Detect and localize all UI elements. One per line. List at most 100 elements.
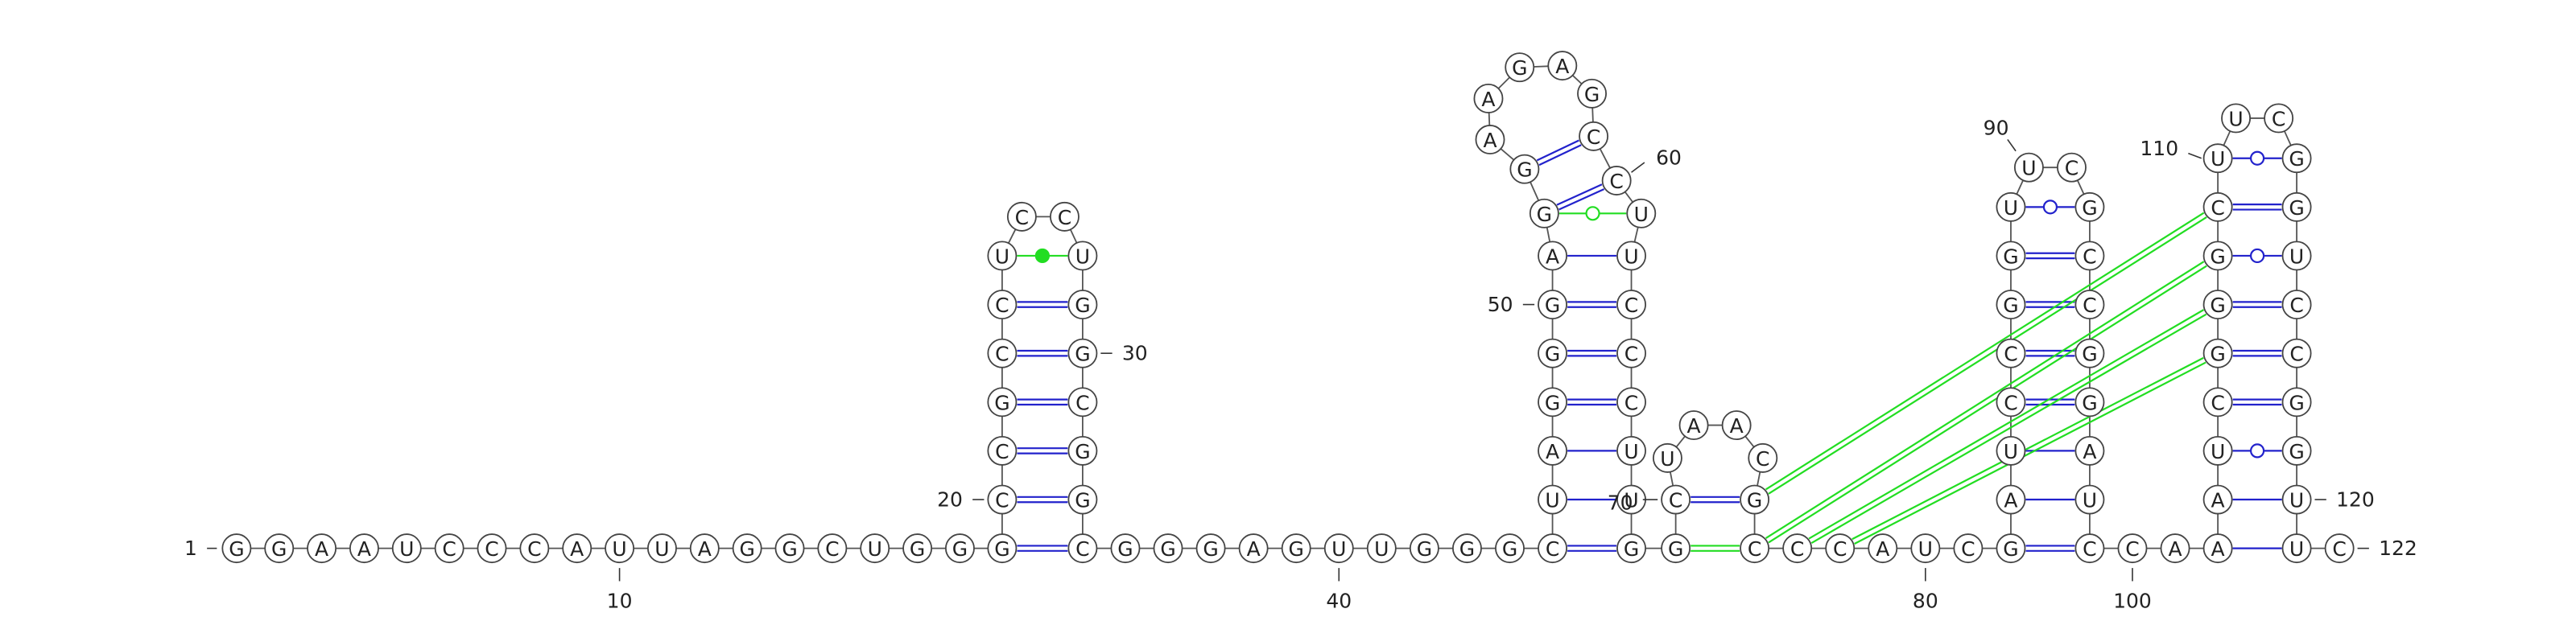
nucleotide-letter: A <box>2211 489 2225 512</box>
backbone-link <box>1571 75 1583 84</box>
nucleotide-circle <box>349 533 379 564</box>
nucleotide-letter: G <box>910 537 925 561</box>
nucleotide-letter: U <box>1634 203 1649 226</box>
nucleotide-circle <box>264 533 295 564</box>
number-label: 30 <box>1122 342 1148 365</box>
backbone-link <box>1488 112 1491 125</box>
nucleotide-circle <box>2202 338 2233 368</box>
nucleotide-circle <box>1475 125 1505 154</box>
nucleotide-letter: C <box>1015 206 1029 229</box>
nucleotide-letter: G <box>1537 203 1552 226</box>
nucleotide-circle <box>2202 191 2233 222</box>
number-label: 20 <box>937 488 963 512</box>
nucleotide-circle <box>1538 290 1568 320</box>
backbone-link <box>1497 76 1510 89</box>
nucleotide-letter: U <box>1545 489 1559 512</box>
nucleotide-letter: C <box>1546 537 1559 561</box>
nucleotide-letter: U <box>2004 440 2018 463</box>
nucleotide-circle <box>860 533 890 564</box>
nucleotide-circle <box>2281 533 2312 564</box>
nucleotide-letter: A <box>2004 489 2017 512</box>
nucleotide-letter: A <box>315 537 328 561</box>
nucleotide-circle <box>1748 442 1778 473</box>
nucleotide-letter: C <box>2289 294 2303 317</box>
nucleotide-circle <box>1529 198 1559 228</box>
nucleotide-letter: C <box>1833 537 1847 561</box>
nucleotide-letter: C <box>1075 391 1089 414</box>
nucleotide-letter: A <box>1687 414 1701 438</box>
nucleotide-circle <box>2074 387 2105 418</box>
nucleotide-circle <box>2074 435 2105 466</box>
nucleotide-letter: U <box>1918 537 1933 561</box>
nucleotide-circle <box>646 533 677 564</box>
nucleotide-letter: C <box>2211 391 2224 414</box>
nucleotide-circle <box>1451 533 1482 564</box>
nucleotide-circle <box>732 533 762 564</box>
nucleotide-letter: C <box>2211 196 2224 220</box>
nucleotide-circle <box>562 533 592 564</box>
nucleotide-circle <box>1616 435 1646 466</box>
nucleotide-letter: A <box>2168 537 2182 561</box>
backbone-link <box>1624 191 1633 203</box>
number-label: 110 <box>2140 137 2178 160</box>
nucleotide-letter: C <box>995 343 1009 366</box>
nucleotide-letter: G <box>1160 537 1175 561</box>
nucleotide-letter: U <box>868 537 882 561</box>
nucleotide-letter: U <box>2289 489 2304 512</box>
backbone-link <box>1007 228 1017 244</box>
nucleotide-circle <box>1601 166 1632 195</box>
nucleotide-circle <box>1067 435 1098 466</box>
nucleotide-circle <box>987 387 1018 418</box>
nucleotide-circle <box>2160 533 2190 564</box>
nucleotide-letter: C <box>1609 170 1623 193</box>
nucleotide-circle <box>2281 191 2312 222</box>
nucleotide-letter: C <box>1756 447 1769 471</box>
nucleotide-circle <box>1409 533 1439 564</box>
nucleotide-circle <box>1195 533 1226 564</box>
nucleotide-letter: G <box>1668 537 1683 561</box>
nucleotide-letter: G <box>2082 391 2097 414</box>
nucleotide-letter: C <box>995 489 1009 512</box>
nucleotide-circle <box>1538 338 1568 368</box>
nucleotide-letter: C <box>995 294 1009 317</box>
nucleotide-letter: C <box>1587 125 1600 149</box>
nucleotide-letter: U <box>2228 107 2243 130</box>
base-pairs <box>1017 139 2282 552</box>
pair-symbol <box>2249 248 2265 264</box>
nucleotide-letter: G <box>2210 343 2225 366</box>
nucleotide-circle <box>987 290 1018 320</box>
nucleotide-letter: C <box>825 537 839 561</box>
nucleotide-letter: G <box>1512 56 1527 80</box>
nucleotide-letter: G <box>952 537 968 561</box>
nucleotide-letter: C <box>1669 489 1682 512</box>
number-label: 122 <box>2379 537 2417 560</box>
nucleotide-circle <box>1661 484 1691 515</box>
nucleotide-letter: C <box>995 440 1009 463</box>
nucleotide-letter: A <box>2083 440 2096 463</box>
nucleotide-circle <box>1049 201 1080 232</box>
nucleotide-circle <box>987 435 1018 466</box>
nucleotide-letter: C <box>1624 343 1638 366</box>
pair-line <box>1808 309 2205 540</box>
nucleotide-circle <box>1996 290 2026 320</box>
number-tick <box>2007 139 2017 152</box>
nucleotide-letter: C <box>2125 537 2139 561</box>
nucleotide-circle <box>1996 191 2026 222</box>
nucleotide-circle <box>434 533 464 564</box>
nucleotide-circle <box>1825 533 1856 564</box>
nucleotide-circle <box>1577 78 1608 109</box>
backbone-link <box>1069 228 1078 244</box>
nucleotide-circle <box>1782 533 1813 564</box>
nucleotide-circle <box>1538 435 1568 466</box>
nucleotide-letter: U <box>995 245 1009 268</box>
backbone-link <box>1757 471 1761 486</box>
nucleotide-circle <box>2074 484 2105 515</box>
nucleotide-circle <box>1996 533 2026 564</box>
nucleotide-circle <box>1616 533 1646 564</box>
nucleotide-circle <box>2202 290 2233 320</box>
nucleotide-circle <box>1953 533 1984 564</box>
nucleotide-circle <box>2074 338 2105 368</box>
nucleotide-letter: G <box>1203 537 1218 561</box>
nucleotide-letter: G <box>2003 294 2018 317</box>
